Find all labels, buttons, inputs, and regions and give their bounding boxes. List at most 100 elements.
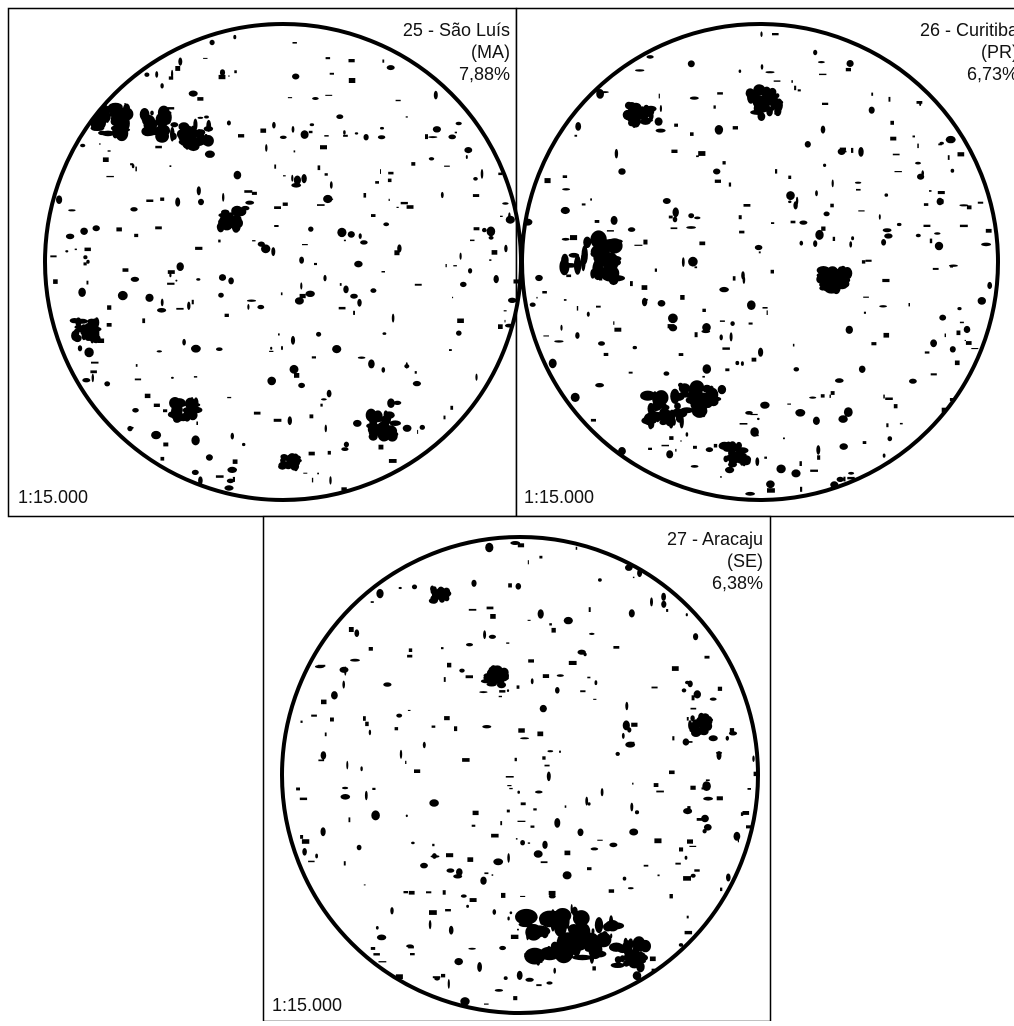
- canopy-patch: [682, 257, 685, 267]
- canopy-patch: [197, 97, 203, 101]
- canopy-patch: [933, 268, 939, 270]
- canopy-patch: [403, 425, 412, 432]
- canopy-patch: [647, 55, 654, 59]
- canopy-patch: [758, 348, 763, 357]
- canopy-patch: [633, 346, 637, 349]
- canopy-patch: [693, 446, 697, 449]
- canopy-patch: [541, 861, 548, 863]
- canopy-patch: [917, 144, 919, 149]
- canopy-patch: [570, 235, 577, 240]
- canopy-patch: [507, 689, 509, 692]
- canopy-patch: [632, 783, 633, 785]
- canopy-patch: [673, 217, 678, 223]
- canopy-patch: [791, 469, 800, 477]
- canopy-patch: [934, 232, 940, 234]
- canopy-patch: [360, 766, 362, 771]
- canopy-patch: [543, 335, 549, 336]
- canopy-patch: [343, 130, 346, 134]
- canopy-patch: [825, 272, 835, 285]
- canopy-patch: [432, 726, 436, 728]
- canopy-patch: [609, 275, 619, 285]
- canopy-patch: [325, 95, 332, 96]
- canopy-patch: [739, 215, 742, 219]
- canopy-patch: [689, 846, 696, 847]
- canopy-patch: [858, 210, 864, 211]
- canopy-patch: [549, 623, 552, 625]
- canopy-patch: [913, 136, 916, 138]
- canopy-patch: [382, 271, 386, 273]
- canopy-patch: [800, 461, 802, 466]
- canopy-patch: [411, 162, 415, 166]
- canopy-patch: [978, 297, 986, 305]
- panel-state: (SE): [727, 551, 763, 571]
- canopy-patch: [517, 791, 520, 794]
- canopy-patch: [945, 334, 946, 338]
- canopy-patch: [786, 191, 795, 200]
- canopy-patch: [151, 431, 161, 439]
- canopy-patch: [821, 227, 825, 231]
- canopy-patch: [449, 926, 454, 935]
- canopy-patch: [815, 190, 818, 196]
- canopy-patch: [323, 275, 326, 281]
- canopy-patch: [788, 176, 791, 179]
- canopy-patch: [772, 33, 779, 35]
- canopy-patch: [561, 254, 569, 267]
- panel-title: 25 - São Luís: [403, 20, 510, 40]
- canopy-patch: [118, 291, 128, 300]
- canopy-patch: [579, 924, 590, 940]
- canopy-patch: [564, 617, 573, 624]
- canopy-patch: [474, 227, 480, 230]
- canopy-patch: [799, 221, 807, 225]
- canopy-patch: [666, 450, 673, 458]
- canopy-patch: [515, 909, 538, 925]
- canopy-patch: [698, 151, 705, 156]
- canopy-patch: [292, 74, 299, 80]
- canopy-patch: [342, 787, 348, 789]
- canopy-patch: [629, 372, 633, 374]
- canopy-patch: [455, 132, 457, 134]
- canopy-patch: [679, 383, 691, 393]
- canopy-patch: [274, 225, 278, 227]
- canopy-patch: [580, 690, 585, 692]
- canopy-patch: [434, 91, 438, 100]
- canopy-patch: [429, 157, 434, 160]
- canopy-patch: [883, 395, 885, 399]
- canopy-patch: [530, 303, 536, 307]
- canopy-patch: [194, 376, 197, 378]
- canopy-patch: [380, 169, 381, 174]
- canopy-patch: [528, 620, 531, 621]
- canopy-patch: [336, 114, 343, 119]
- canopy-patch: [244, 190, 252, 193]
- canopy-patch: [227, 467, 237, 473]
- canopy-patch: [752, 358, 757, 362]
- canopy-patch: [542, 291, 547, 294]
- canopy-patch: [329, 476, 331, 484]
- canopy-patch: [325, 425, 327, 433]
- canopy-patch: [520, 737, 529, 739]
- canopy-patch: [412, 585, 417, 590]
- canopy-patch: [78, 345, 82, 351]
- canopy-patch: [645, 106, 656, 112]
- canopy-patch: [234, 70, 237, 73]
- canopy-patch: [482, 725, 491, 728]
- canopy-patch: [468, 268, 472, 273]
- canopy-patch: [379, 961, 387, 962]
- canopy-patch: [182, 339, 186, 346]
- canopy-patch: [516, 583, 522, 590]
- canopy-patch: [456, 331, 462, 336]
- canopy-patch: [371, 214, 376, 217]
- canopy-patch: [464, 147, 472, 153]
- canopy-patch: [505, 320, 506, 323]
- canopy-patch: [864, 312, 866, 314]
- canopy-patch: [510, 541, 520, 545]
- canopy-patch: [561, 207, 570, 214]
- canopy-patch: [371, 601, 374, 603]
- canopy-patch: [592, 966, 596, 970]
- canopy-patch: [163, 443, 168, 447]
- canopy-patch: [793, 344, 795, 347]
- canopy-patch: [203, 58, 207, 59]
- canopy-patch: [462, 758, 470, 762]
- canopy-patch: [689, 728, 699, 733]
- canopy-patch: [642, 285, 648, 290]
- canopy-patch: [942, 199, 944, 204]
